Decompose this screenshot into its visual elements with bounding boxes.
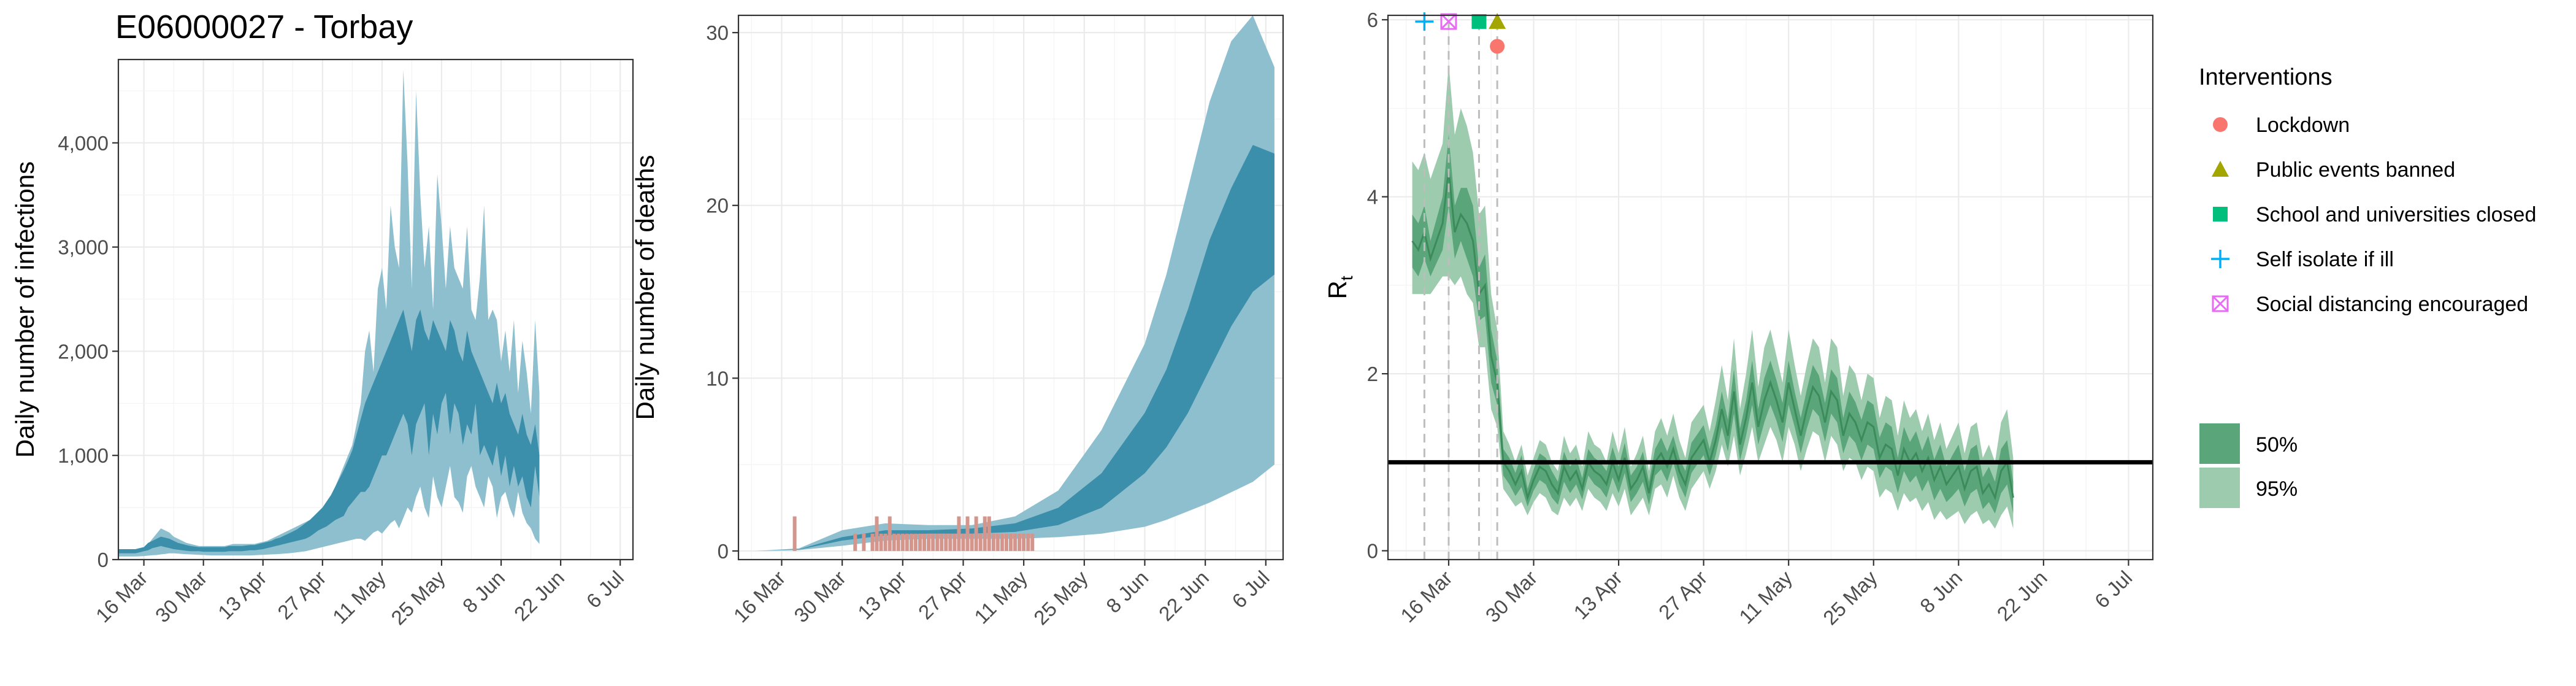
deaths-observed-bar [935,533,940,551]
deaths-observed-bar [991,533,995,551]
legend-swatch-50 [2199,423,2240,464]
rt-band-50 [1412,134,2014,514]
deaths-observed-bar [1004,533,1008,551]
infections-panel-border [117,58,634,561]
rt-y-tick-label: 0 [1367,540,1378,563]
deaths-observed-bar [931,533,935,551]
legend-label-public_events: Public events banned [2256,158,2455,182]
deaths-observed-bar [853,533,857,551]
deaths-y-tick-label: 20 [706,195,729,217]
legend-interval-label-50: 50% [2256,433,2298,457]
infections-data [118,70,540,557]
deaths-y-tick-label: 30 [706,21,729,44]
legend-marker-self_isolate [2211,250,2229,268]
deaths-observed-bar [792,516,797,551]
deaths-observed-bar [965,516,970,551]
rt-panel-border [1387,14,2154,561]
legend-label-self_isolate: Self isolate if ill [2256,248,2394,271]
infections-y-axis-label: Daily number of infections [10,161,39,458]
intervention-marker-public_events [1489,13,1506,29]
deaths-panel-border [737,14,1284,561]
legend-items: Lockdown Public events banned School and u… [2211,114,2536,316]
deaths-observed-bar [1009,533,1013,551]
legend-label-lockdown: Lockdown [2256,114,2350,137]
infections-band-50 [118,309,540,553]
deaths-observed-bar [995,533,1000,551]
deaths-observed-bar [953,533,957,551]
legend-interval-label-95: 95% [2256,477,2298,501]
legend-interval-items: 50% 95% [2199,423,2298,508]
deaths-observed-bar [927,533,931,551]
deaths-observed-bar [918,533,922,551]
legend-marker-public_events [2212,161,2229,177]
deaths-observed-bar [1022,533,1026,551]
deaths-observed-bar [922,533,927,551]
rt-y-tick-label: 6 [1367,9,1378,31]
deaths-observed-bar [983,516,987,551]
rt-y-tick-label: 4 [1367,186,1378,209]
deaths-y-tick-label: 10 [706,367,729,390]
deaths-observed-bar [883,533,887,551]
deaths-observed-bar [887,516,892,551]
rt-band-95 [1412,64,2014,529]
deaths-observed-bar [862,533,866,551]
legend-marker-social_distancing [2212,295,2229,312]
deaths-observed-bar [944,533,948,551]
deaths-y-axis: 0 10 20 30 [706,21,738,563]
infections-y-tick-label: 1,000 [58,444,109,467]
deaths-observed-bar [879,533,883,551]
figure-title: E06000027 - Torbay [115,9,413,45]
deaths-observed-bar [913,533,918,551]
deaths-observed-bar [1018,533,1022,551]
deaths-observed-bar [870,533,875,551]
rt-mean-line [1411,170,2014,501]
infections-y-tick-label: 4,000 [58,132,109,155]
legend-marker-school [2213,207,2228,222]
deaths-observed-bar [909,533,913,551]
rt-y-tick-label: 2 [1367,363,1378,385]
deaths-observed-bar [1000,533,1004,551]
deaths-observed-bar [900,533,905,551]
infections-y-tick-label: 2,000 [58,340,109,363]
rt-y-axis: 0 2 4 6 [1367,9,1388,563]
deaths-observed-bar [1026,533,1030,551]
deaths-band-50 [756,145,1275,551]
legend-marker-lockdown [2213,117,2228,132]
deaths-observed-bar [875,516,879,551]
intervention-marker-school [1471,14,1487,29]
deaths-observed-bar [978,533,983,551]
legend-title: Interventions [2199,64,2333,90]
infections-y-tick-label: 3,000 [58,236,109,259]
deaths-observed-bar [892,533,896,551]
infections-y-axis: 0 1,000 2,000 3,000 4,000 [58,132,118,571]
deaths-observed-bar [974,516,978,551]
rt-data [1388,12,2153,560]
deaths-observed-bar [940,533,944,551]
intervention-marker-social_distancing [1440,13,1457,30]
rt-y-axis-label-subscript: t [1337,276,1356,280]
deaths-observed-bar [905,533,909,551]
legend-label-school: School and universities closed [2256,203,2536,226]
legend-swatch-95 [2199,468,2240,508]
deaths-observed-bar [961,533,965,551]
deaths-observed-bar [957,516,961,551]
deaths-y-tick-label: 0 [718,540,729,563]
infections-y-tick-label: 0 [98,549,109,571]
deaths-observed-bar [1013,533,1018,551]
deaths-observed-bar [970,533,974,551]
deaths-observed-bar [987,516,991,551]
intervention-marker-lockdown [1490,39,1505,54]
deaths-observed-bar [948,533,953,551]
deaths-data [756,15,1275,551]
infections-band-95 [118,70,540,557]
legend-label-social_distancing: Social distancing encouraged [2256,293,2528,316]
deaths-observed-bar [896,533,900,551]
deaths-observed-bar [1030,533,1035,551]
deaths-y-axis-label: Daily number of deaths [631,155,659,420]
legend: Interventions Lockdown Public events bann… [2199,64,2536,508]
